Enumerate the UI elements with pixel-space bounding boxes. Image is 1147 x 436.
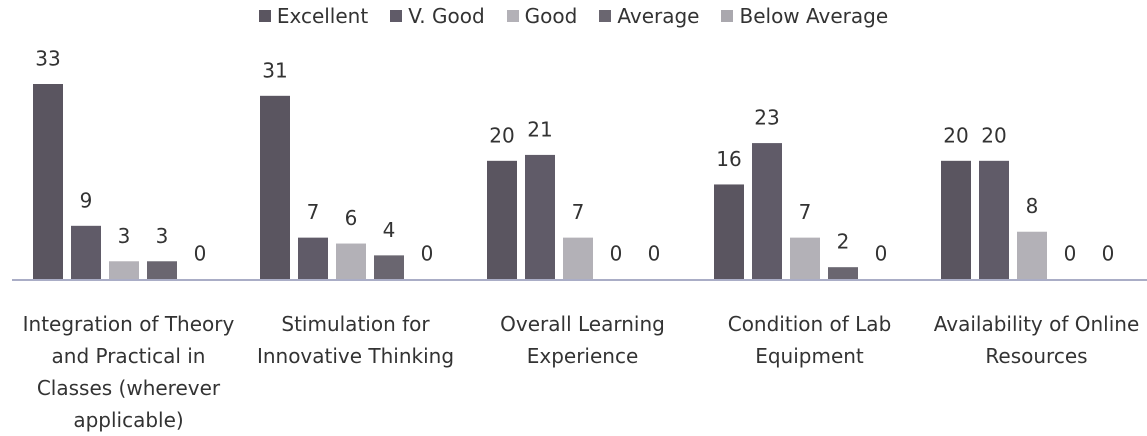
x-tick-label: Condition of Lab Equipment [727,312,892,368]
x-tick-label: Overall Learning Experience [500,312,665,368]
value-label: 0 [648,242,661,266]
bar [525,154,555,279]
legend-item: Good [506,4,578,28]
bar [336,243,366,279]
bar [790,237,820,279]
legend-swatch [506,10,519,22]
bar [109,261,139,279]
value-label: 7 [307,200,320,224]
legend-label: Below Average [739,4,889,28]
legend-swatch [258,10,271,22]
value-label: 0 [1102,242,1115,266]
legend-swatch [390,10,403,22]
bar [71,225,101,279]
bar [298,237,328,279]
value-label: 31 [262,58,287,82]
x-tick-label: Integration of Theory and Practical in C… [22,312,235,432]
bar [714,184,744,279]
legend-label: V. Good [408,4,485,28]
value-label: 20 [489,123,514,147]
x-tick-label: Availability of Online Resources [933,312,1140,368]
bar [941,160,971,279]
value-label: 4 [383,218,396,242]
value-label: 8 [1026,194,1039,218]
value-label: 0 [610,242,623,266]
legend-item: Average [599,4,699,28]
value-label: 23 [754,106,779,130]
bar [260,95,290,280]
value-label: 9 [80,188,93,212]
legend-item: Below Average [721,4,888,28]
value-label: 0 [421,242,434,266]
bar [374,255,404,279]
bar [979,160,1009,279]
value-label: 3 [156,224,169,248]
value-label: 3 [118,224,131,248]
legend: Excellent V. Good Good Average Below Average [0,4,1147,28]
legend-label: Average [617,4,700,28]
value-label: 0 [1064,242,1077,266]
bar [487,160,517,279]
value-label: 20 [943,123,968,147]
legend-label: Excellent [276,4,369,28]
value-label: 20 [981,123,1006,147]
value-label: 6 [345,206,358,230]
legend-label: Good [524,4,578,28]
bar [1017,231,1047,279]
bar [147,261,177,279]
value-label: 7 [799,200,812,224]
value-label: 2 [837,230,850,254]
bar [752,143,782,279]
value-label: 21 [527,117,552,141]
bar [563,237,593,279]
legend-swatch [599,10,612,22]
x-tick-label: Stimulation for Innovative Thinking [256,312,455,368]
value-label: 7 [572,200,585,224]
value-label: 0 [194,242,207,266]
bar [33,84,63,279]
bar [828,267,858,279]
legend-item: V. Good [390,4,485,28]
value-label: 0 [875,242,888,266]
legend-item: Excellent [258,4,369,28]
value-label: 16 [716,147,741,171]
legend-swatch [721,10,734,22]
value-label: 33 [35,47,60,71]
